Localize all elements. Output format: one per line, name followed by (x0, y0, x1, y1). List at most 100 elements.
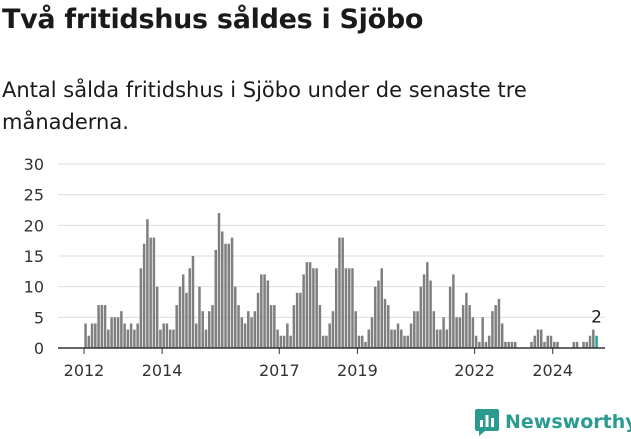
bar (149, 237, 152, 348)
bar (461, 305, 465, 348)
bar (403, 335, 406, 348)
bar (426, 262, 429, 348)
bar (341, 237, 344, 348)
bar (328, 323, 331, 348)
bar (299, 292, 302, 348)
bar (312, 268, 315, 348)
bar (136, 323, 139, 348)
bar (87, 335, 91, 348)
bar (540, 329, 543, 348)
bar (217, 213, 221, 348)
bar (481, 317, 484, 348)
bar (549, 335, 553, 348)
bar (97, 305, 100, 348)
bar (250, 317, 253, 348)
bar (432, 311, 436, 348)
bar (185, 292, 188, 348)
bar (237, 305, 240, 348)
bar (507, 341, 510, 348)
bar (292, 305, 296, 348)
x-tick-label: 2024 (532, 361, 573, 380)
bar (276, 329, 279, 348)
bar (302, 274, 305, 348)
bar (575, 341, 579, 348)
bar (198, 286, 201, 348)
bar (448, 286, 452, 348)
bar (500, 323, 504, 348)
y-tick-label: 10 (24, 278, 44, 297)
bar (439, 329, 442, 348)
bar (400, 329, 403, 348)
bar (510, 341, 514, 348)
bar (380, 268, 383, 348)
bar (103, 305, 107, 348)
bar (494, 305, 497, 348)
bar (139, 268, 143, 348)
bar (146, 219, 149, 348)
bar (305, 262, 309, 348)
bar (582, 341, 585, 348)
bar (321, 335, 325, 348)
bar (230, 237, 234, 348)
brand-name: Newsworthy (505, 411, 631, 433)
bar (90, 323, 94, 348)
bar (279, 335, 283, 348)
bar (360, 335, 364, 348)
bar (491, 311, 494, 348)
bar (533, 335, 536, 348)
latest-value-label: 2 (591, 308, 602, 328)
bar (240, 317, 244, 348)
bar (347, 268, 351, 348)
bar (458, 317, 462, 348)
x-tick-label: 2022 (454, 361, 495, 380)
bar (253, 311, 257, 348)
bar (155, 286, 159, 348)
bar (471, 317, 475, 348)
bar (159, 329, 162, 348)
bar (243, 323, 247, 348)
bar (168, 329, 172, 348)
bar (572, 341, 576, 348)
bar (308, 262, 312, 348)
bar (194, 323, 198, 348)
bar (113, 317, 117, 348)
y-tick-label: 0 (34, 339, 44, 358)
x-tick-label: 2017 (259, 361, 300, 380)
bar (390, 329, 393, 348)
bar (387, 305, 390, 348)
bar (419, 286, 423, 348)
bar (367, 329, 370, 348)
bar (413, 311, 416, 348)
x-axis: 2012 2014 2017 2019 2022 2024 (58, 347, 605, 380)
y-tick-label: 30 (24, 155, 44, 174)
bar (315, 268, 318, 348)
bar (325, 335, 328, 348)
bar (126, 329, 130, 348)
x-tick-label: 2014 (142, 361, 183, 380)
bar (442, 317, 445, 348)
bar (338, 237, 341, 348)
bar (357, 335, 361, 348)
x-tick-label: 2019 (337, 361, 378, 380)
bar (553, 341, 556, 348)
bar (188, 268, 191, 348)
bar (377, 280, 380, 348)
bar (227, 243, 231, 348)
bar (435, 329, 439, 348)
bar (207, 311, 211, 348)
bar (129, 323, 133, 348)
bars (84, 213, 598, 348)
bar (100, 305, 104, 348)
bar (334, 268, 338, 348)
bar (263, 274, 266, 348)
bar (165, 323, 169, 348)
bar (543, 341, 546, 348)
bar (172, 329, 175, 348)
bar (133, 329, 136, 348)
bar (452, 274, 455, 348)
chart-subtitle: Antal sålda fritidshus i Sjöbo under de … (2, 78, 527, 134)
gridlines (58, 163, 605, 318)
bar (269, 305, 273, 348)
bar (162, 323, 165, 348)
bar (120, 311, 123, 348)
